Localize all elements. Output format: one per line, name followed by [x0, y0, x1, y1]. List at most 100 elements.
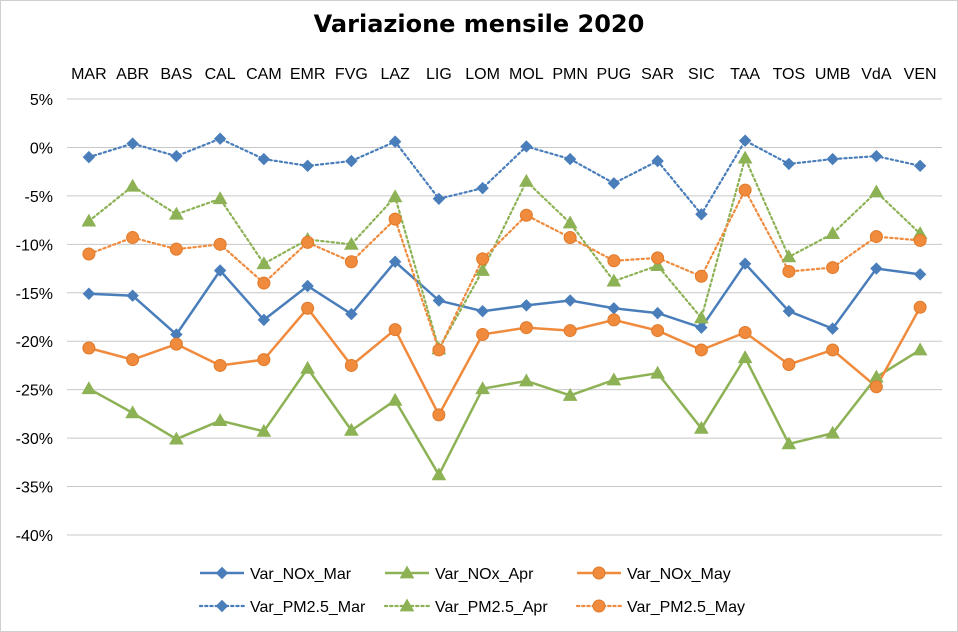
data-point-diamond	[695, 321, 708, 334]
data-point-diamond	[782, 304, 796, 318]
data-point-diamond	[607, 302, 621, 315]
data-point-triangle	[694, 310, 709, 324]
data-point-diamond	[170, 149, 183, 163]
data-point-circle	[476, 252, 490, 266]
x-tick-label: SAR	[641, 66, 674, 83]
data-point-triangle	[431, 467, 447, 481]
data-point-triangle	[212, 413, 228, 427]
x-tick-label: PUG	[597, 66, 632, 83]
y-tick-label: -20%	[16, 334, 53, 351]
data-point-circle	[388, 323, 402, 337]
data-point-diamond	[345, 307, 358, 321]
data-point-circle	[651, 324, 665, 338]
data-point-diamond	[215, 599, 229, 613]
x-tick-label: MAR	[71, 66, 107, 83]
x-tick-label: MOL	[509, 66, 544, 83]
legend-label: Var_PM2.5_Apr	[435, 599, 548, 616]
x-tick-label: LOM	[465, 66, 500, 83]
data-point-circle	[738, 326, 752, 340]
x-tick-label: TAA	[730, 66, 760, 83]
data-point-diamond	[563, 152, 577, 166]
data-point-circle	[82, 341, 96, 355]
data-point-circle	[913, 300, 927, 314]
data-point-circle	[476, 327, 490, 341]
data-point-triangle	[606, 273, 622, 287]
x-tick-label: LIG	[426, 66, 452, 83]
data-point-triangle	[344, 422, 359, 436]
data-point-diamond	[432, 294, 446, 307]
data-point-circle	[738, 183, 752, 197]
data-point-circle	[388, 212, 402, 226]
x-tick-label: BAS	[160, 66, 192, 83]
data-point-circle	[913, 233, 927, 247]
data-point-circle	[651, 251, 665, 265]
x-tick-label: EMR	[290, 66, 326, 83]
data-point-triangle	[399, 598, 415, 612]
data-point-diamond	[301, 279, 314, 293]
y-tick-label: 0%	[30, 140, 53, 157]
x-tick-label: PMN	[552, 66, 588, 83]
x-tick-label: TOS	[773, 66, 806, 83]
data-point-diamond	[870, 262, 883, 275]
x-tick-label: UMB	[815, 66, 851, 83]
series-line	[87, 187, 922, 353]
legend-label: Var_NOx_Apr	[435, 566, 534, 583]
data-point-triangle	[781, 436, 797, 450]
data-point-triangle	[81, 381, 97, 395]
data-point-diamond	[913, 159, 927, 173]
data-point-circle	[782, 357, 796, 371]
data-point-circle	[301, 301, 315, 315]
x-tick-label: FVG	[335, 66, 368, 83]
x-tick-label: SIC	[688, 66, 715, 83]
data-point-diamond	[126, 137, 139, 150]
data-point-triangle	[825, 425, 840, 439]
data-point-circle	[432, 408, 446, 422]
data-point-triangle	[519, 173, 534, 187]
x-tick-label: CAM	[246, 66, 282, 83]
data-point-triangle	[869, 184, 884, 198]
y-tick-label: 5%	[30, 92, 53, 109]
data-point-triangle	[475, 262, 490, 276]
x-tick-label: LAZ	[380, 66, 410, 83]
data-point-triangle	[256, 423, 272, 437]
series-line	[88, 306, 922, 418]
data-point-diamond	[476, 181, 489, 195]
data-point-triangle	[781, 249, 797, 263]
data-point-diamond	[213, 264, 227, 277]
data-point-diamond	[257, 313, 271, 327]
data-point-triangle	[387, 392, 403, 406]
data-point-diamond	[345, 154, 358, 168]
x-tick-label: VEN	[904, 66, 937, 83]
data-point-circle	[301, 235, 315, 249]
data-point-triangle	[300, 360, 315, 374]
data-point-circle	[257, 353, 271, 367]
y-tick-label: -10%	[16, 237, 53, 254]
data-point-triangle	[562, 215, 578, 229]
data-point-diamond	[738, 257, 752, 270]
data-point-diamond	[563, 294, 577, 307]
data-point-diamond	[476, 304, 489, 318]
data-point-circle	[169, 337, 183, 351]
data-point-triangle	[650, 365, 665, 379]
data-point-diamond	[607, 177, 621, 190]
data-point-circle	[592, 566, 606, 580]
data-point-circle	[563, 324, 577, 338]
data-point-diamond	[215, 566, 229, 580]
data-point-triangle	[650, 258, 665, 272]
data-point-circle	[213, 358, 227, 372]
data-point-diamond	[782, 157, 796, 171]
series-lines	[87, 137, 922, 478]
data-point-triangle	[519, 373, 534, 387]
data-point-circle	[694, 269, 708, 283]
data-point-diamond	[126, 289, 139, 302]
data-point-diamond	[695, 208, 708, 221]
data-point-circle	[126, 231, 140, 245]
data-point-diamond	[738, 134, 752, 147]
y-tick-label: -5%	[25, 189, 53, 206]
data-point-triangle	[344, 236, 359, 250]
data-point-diamond	[388, 255, 402, 268]
data-point-circle	[782, 264, 796, 278]
data-point-circle	[519, 321, 533, 335]
data-point-triangle	[399, 565, 415, 579]
y-tick-label: -25%	[16, 383, 53, 400]
